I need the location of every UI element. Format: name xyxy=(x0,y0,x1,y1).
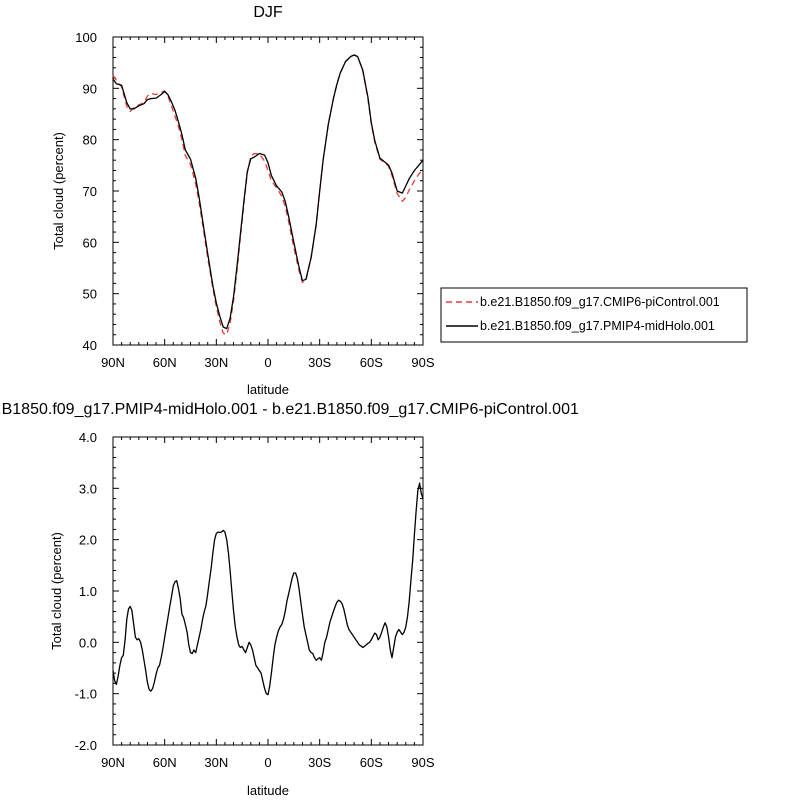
top-chart: DJF Total cloud (percent) latitude 90N 60… xyxy=(51,4,435,397)
legend-entry-picontrol: b.e21.B1850.f09_g17.CMIP6-piControl.001 xyxy=(480,295,720,309)
top-y-tick-label: 100 xyxy=(75,30,97,45)
bottom-y-tick-label: -1.0 xyxy=(75,687,97,702)
top-x-tick-label: 90S xyxy=(411,355,434,370)
bottom-x-tick-label: 30N xyxy=(204,755,228,770)
top-series-line-0 xyxy=(112,54,424,336)
bottom-y-tick-label: -2.0 xyxy=(75,738,97,753)
bottom-series-line-0 xyxy=(112,482,424,696)
top-y-tick-label: 60 xyxy=(83,235,97,250)
top-x-tick-label: 60S xyxy=(360,355,383,370)
bottom-x-tick-label: 60S xyxy=(360,755,383,770)
bottom-chart-title: b.e21.B1850.f09_g17.PMIP4-midHolo.001 - … xyxy=(0,401,579,418)
top-y-tick-label: 90 xyxy=(83,81,97,96)
top-chart-ylabel: Total cloud (percent) xyxy=(51,132,66,250)
bottom-x-tick-label: 90N xyxy=(101,755,125,770)
legend-box xyxy=(440,287,748,343)
top-x-tick-label: 30S xyxy=(308,355,331,370)
top-chart-title: DJF xyxy=(253,4,283,21)
legend-entry-midholo: b.e21.B1850.f09_g17.PMIP4-midHolo.001 xyxy=(480,319,715,333)
top-plot-frame xyxy=(112,36,424,346)
bottom-x-tick-label: 0 xyxy=(264,755,271,770)
top-x-tick-label: 90N xyxy=(101,355,125,370)
top-y-tick-label: 40 xyxy=(83,338,97,353)
bottom-chart-xlabel: latitude xyxy=(247,783,289,798)
top-x-tick-label: 60N xyxy=(153,355,177,370)
top-chart-xlabel: latitude xyxy=(247,382,289,397)
bottom-chart: b.e21.B1850.f09_g17.PMIP4-midHolo.001 - … xyxy=(0,401,579,798)
top-x-tick-label: 30N xyxy=(204,355,228,370)
bottom-y-tick-label: 0.0 xyxy=(79,635,97,650)
bottom-x-tick-label: 90S xyxy=(411,755,434,770)
top-y-tick-label: 80 xyxy=(83,133,97,148)
top-y-tick-label: 70 xyxy=(83,184,97,199)
bottom-y-tick-label: 3.0 xyxy=(79,481,97,496)
legend: b.e21.B1850.f09_g17.CMIP6-piControl.001 … xyxy=(440,287,748,343)
top-x-tick-label: 0 xyxy=(264,355,271,370)
bottom-y-tick-label: 2.0 xyxy=(79,533,97,548)
bottom-y-tick-label: 4.0 xyxy=(79,430,97,445)
bottom-plot-frame xyxy=(112,436,424,746)
bottom-x-tick-label: 60N xyxy=(153,755,177,770)
bottom-x-tick-label: 30S xyxy=(308,755,331,770)
bottom-chart-ylabel: Total cloud (percent) xyxy=(49,532,64,650)
top-series-line-1 xyxy=(112,54,424,330)
top-y-tick-label: 50 xyxy=(83,287,97,302)
bottom-y-tick-label: 1.0 xyxy=(79,584,97,599)
